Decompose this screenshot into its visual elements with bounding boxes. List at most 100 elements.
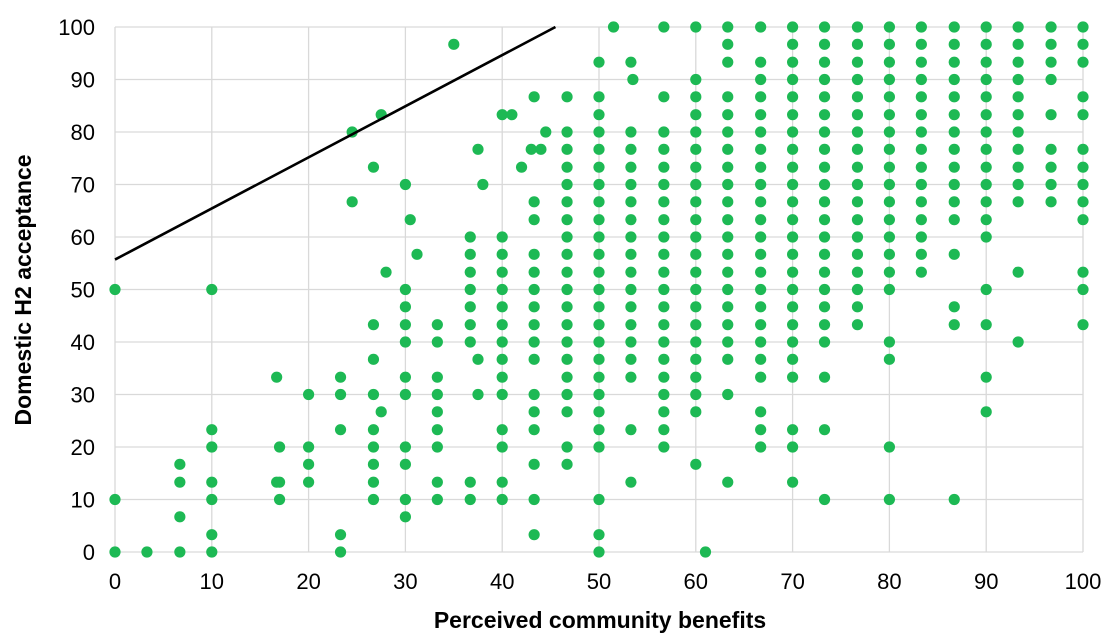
data-point [1077, 196, 1089, 208]
data-point [625, 143, 637, 155]
data-point [593, 214, 605, 226]
data-point [399, 371, 411, 383]
data-point [472, 353, 484, 365]
data-point [883, 73, 896, 86]
data-point [658, 283, 670, 296]
data-point [431, 493, 443, 506]
data-point [1045, 196, 1057, 208]
data-point [496, 441, 508, 453]
data-point [883, 336, 896, 348]
data-point [528, 458, 540, 470]
data-point [399, 319, 411, 331]
data-point [690, 301, 702, 313]
data-point [851, 73, 864, 86]
data-point [431, 406, 443, 418]
data-point [915, 178, 927, 191]
data-point [1045, 161, 1057, 173]
data-point [690, 109, 702, 121]
y-tick-label: 100 [58, 15, 95, 40]
data-point [593, 441, 605, 453]
data-point [625, 476, 637, 488]
data-point [980, 56, 992, 68]
data-point [755, 319, 767, 331]
data-point [915, 126, 927, 138]
data-point [787, 424, 799, 436]
data-point [1045, 38, 1057, 50]
data-point [367, 388, 380, 401]
data-point [528, 248, 540, 260]
x-tick-label: 0 [109, 569, 121, 594]
data-point [593, 248, 605, 260]
data-point [948, 109, 960, 121]
data-point [658, 178, 670, 191]
data-point [625, 126, 637, 138]
data-point [303, 388, 315, 401]
data-point [496, 493, 508, 506]
data-point [593, 143, 605, 155]
y-tick-label: 50 [71, 278, 95, 303]
data-point [1045, 73, 1057, 86]
data-point [496, 248, 508, 260]
data-point [496, 301, 508, 313]
data-point [464, 319, 476, 331]
data-point [528, 424, 540, 436]
data-point [980, 38, 992, 50]
data-point [755, 353, 767, 365]
data-point [496, 388, 508, 401]
data-point [883, 56, 896, 68]
data-point [755, 56, 767, 68]
data-point [948, 126, 960, 138]
data-point [851, 178, 864, 191]
data-point [1045, 178, 1057, 191]
data-point [472, 143, 484, 155]
data-point [399, 458, 411, 470]
data-point [399, 283, 411, 296]
data-point [561, 248, 573, 260]
data-point [528, 336, 540, 348]
data-point [109, 546, 121, 558]
data-point [851, 319, 864, 331]
data-point [690, 388, 702, 401]
data-point [528, 406, 540, 418]
data-point [367, 319, 380, 331]
data-point [303, 441, 315, 453]
data-point [1012, 91, 1024, 103]
data-point [818, 143, 831, 155]
data-point [755, 301, 767, 313]
data-point [464, 248, 476, 260]
data-point [818, 248, 831, 260]
data-point [883, 493, 896, 506]
y-tick-label: 10 [71, 488, 95, 513]
data-point [496, 266, 508, 278]
data-point [506, 109, 518, 121]
data-point [818, 56, 831, 68]
data-point [755, 406, 767, 418]
data-point [431, 424, 443, 436]
data-point [722, 266, 734, 278]
data-point [464, 476, 476, 488]
data-point [496, 109, 508, 121]
data-point [593, 529, 605, 541]
data-point [625, 266, 637, 278]
data-point [464, 231, 476, 243]
data-point [561, 406, 573, 418]
data-point [787, 214, 799, 226]
data-point [818, 266, 831, 278]
data-point [561, 353, 573, 365]
data-point [722, 476, 734, 488]
data-point [948, 38, 960, 50]
data-point [1012, 336, 1024, 348]
data-point [818, 73, 831, 86]
data-point [948, 161, 960, 173]
data-point [690, 283, 702, 296]
data-point [690, 91, 702, 103]
data-point [561, 319, 573, 331]
data-point [948, 73, 960, 86]
data-point [851, 231, 864, 243]
data-point [755, 283, 767, 296]
data-point [818, 371, 831, 383]
data-point [851, 196, 864, 208]
data-point [431, 371, 443, 383]
data-point [346, 196, 358, 208]
data-point [787, 196, 799, 208]
